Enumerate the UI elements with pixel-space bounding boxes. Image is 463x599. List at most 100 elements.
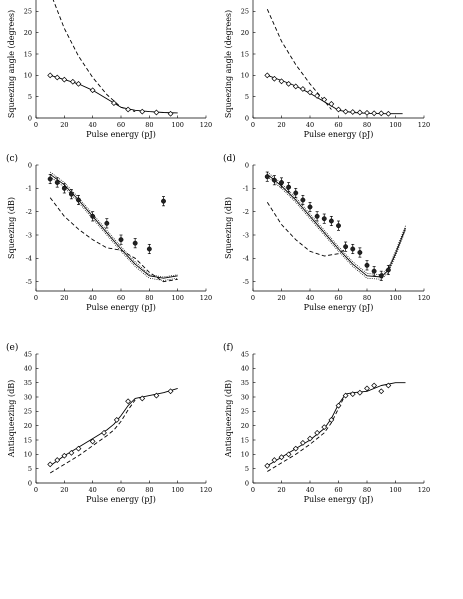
data-point-diamond <box>278 78 285 85</box>
x-tick-label: 40 <box>306 486 314 494</box>
y-tick-label: 15 <box>24 436 32 444</box>
x-tick-label: 120 <box>200 486 212 494</box>
x-axis-label: Pulse energy (pJ) <box>86 130 156 139</box>
y-tick-label: 25 <box>24 8 32 16</box>
x-tick-label: 20 <box>277 294 285 302</box>
x-tick-label: 100 <box>389 121 401 129</box>
data-point-circle <box>104 220 110 226</box>
y-tick-label: 40 <box>24 365 32 373</box>
data-point-diamond <box>378 388 385 395</box>
data-point-diamond <box>342 108 349 115</box>
data-point-diamond <box>356 389 363 396</box>
series-dashed-line <box>49 197 178 283</box>
data-point-circle <box>321 216 327 222</box>
x-tick-label: 0 <box>34 121 38 129</box>
x-tick-label: 80 <box>363 121 371 129</box>
y-tick-label: 10 <box>241 72 249 80</box>
data-point-circle <box>161 198 166 204</box>
x-tick-label: 20 <box>60 486 68 494</box>
y-tick-label: 20 <box>241 29 249 37</box>
y-tick-label: 0 <box>28 114 32 122</box>
data-point-diamond <box>285 451 292 458</box>
x-tick-label: 80 <box>145 486 153 494</box>
data-point-diamond <box>68 450 75 456</box>
data-point-diamond <box>307 89 313 96</box>
x-tick-label: 40 <box>306 294 314 302</box>
y-tick-label: 10 <box>24 451 32 459</box>
y-tick-label: 35 <box>24 379 32 387</box>
x-tick-label: 0 <box>251 294 255 302</box>
data-point-circle <box>76 197 81 203</box>
y-tick-label: 35 <box>241 379 249 387</box>
data-point-diamond <box>307 435 313 442</box>
series-solid-line <box>50 74 178 114</box>
panel-label: (e) <box>6 342 18 353</box>
data-point-diamond <box>292 445 299 452</box>
data-point-diamond <box>75 445 82 452</box>
data-point-diamond <box>371 382 378 389</box>
x-tick-label: 120 <box>418 121 430 129</box>
y-tick-label: -5 <box>26 278 32 286</box>
y-tick-label: 25 <box>24 408 32 416</box>
chart-panel-2: 0 20 40 60 80 100 120 0 5 10 15 20 25 Pulse energy (p… <box>224 0 430 139</box>
x-tick-label: 20 <box>277 121 285 129</box>
y-tick-label: 5 <box>245 93 249 101</box>
data-point-diamond <box>371 110 378 117</box>
data-point-circle <box>68 191 74 197</box>
y-tick-label: -4 <box>243 255 249 263</box>
data-point-circle <box>328 218 334 224</box>
series-dashed-line <box>266 9 332 110</box>
y-axis-label: Squeezing (dB) <box>7 197 16 259</box>
data-point-circle <box>293 190 299 196</box>
series-dashed-line <box>49 399 136 474</box>
data-point-diamond <box>364 109 370 116</box>
data-point-diamond <box>385 110 392 117</box>
y-tick-label: -3 <box>26 231 32 239</box>
data-point-circle <box>132 240 138 246</box>
chart-panel-1: 0 20 40 60 80 100 120 0 5 10 15 20 25 Pulse energy (p… <box>7 0 212 139</box>
y-axis-label: Antisqueezing (dB) <box>7 380 16 458</box>
plot-area <box>47 171 178 283</box>
data-point-diamond <box>299 439 306 446</box>
data-point-diamond <box>385 382 392 389</box>
data-point-diamond <box>271 75 278 82</box>
data-point-circle <box>343 244 349 250</box>
x-tick-label: 0 <box>34 294 38 302</box>
y-axis-label: Squeezing angle (degrees) <box>7 10 16 118</box>
data-point-diamond <box>139 108 146 115</box>
data-point-diamond <box>299 86 306 92</box>
x-tick-label: 100 <box>171 294 183 302</box>
x-tick-label: 100 <box>389 294 401 302</box>
y-tick-label: 5 <box>28 93 32 101</box>
data-point-diamond <box>335 106 342 113</box>
data-point-diamond <box>264 72 271 79</box>
chart-panel-4: 0 20 40 60 80 100 120 0 -1 -2 -3 -4 -5 Pulse energy (… <box>223 153 430 312</box>
data-point-diamond <box>264 462 271 469</box>
data-point-circle <box>90 213 96 219</box>
series-dotted-line <box>49 171 178 278</box>
data-point-diamond <box>321 424 328 430</box>
x-tick-label: 20 <box>60 294 68 302</box>
plot-area <box>47 387 178 474</box>
data-point-diamond <box>167 110 174 117</box>
y-tick-label: 40 <box>241 365 249 373</box>
data-point-diamond <box>278 454 285 461</box>
series-solid-line <box>267 74 403 115</box>
y-tick-label: 0 <box>245 114 249 122</box>
x-axis-label: Pulse energy (pJ) <box>304 495 374 504</box>
panel-label: (d) <box>223 153 236 164</box>
data-point-diamond <box>328 101 335 107</box>
plot-area <box>264 171 406 281</box>
y-axis-label: Squeezing (dB) <box>224 197 233 259</box>
y-tick-label: -1 <box>26 185 32 193</box>
y-tick-label: 25 <box>241 8 249 16</box>
data-point-circle <box>47 176 53 182</box>
y-tick-label: 0 <box>28 479 32 487</box>
data-point-diamond <box>285 80 292 87</box>
y-tick-label: -4 <box>26 255 32 263</box>
x-axis-label: Pulse energy (pJ) <box>304 303 374 312</box>
data-point-circle <box>336 223 341 229</box>
y-tick-label: 5 <box>28 465 32 473</box>
data-point-diamond <box>335 402 342 409</box>
